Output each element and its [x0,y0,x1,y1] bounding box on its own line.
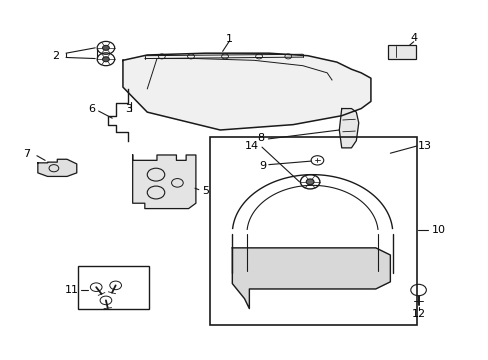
Polygon shape [122,53,370,130]
Polygon shape [232,248,389,309]
Text: 13: 13 [417,141,430,151]
Circle shape [102,45,109,50]
Text: 11: 11 [65,285,79,295]
Text: 14: 14 [244,141,259,151]
Text: 4: 4 [409,33,416,43]
Text: 3: 3 [124,104,132,113]
Text: 2: 2 [52,51,59,61]
Text: 1: 1 [225,34,232,44]
Polygon shape [38,159,77,176]
Polygon shape [132,155,196,208]
Bar [210,137,416,325]
Polygon shape [339,109,358,148]
Text: 10: 10 [431,225,445,235]
Text: 12: 12 [411,309,425,319]
Bar [387,45,415,59]
Circle shape [305,179,313,185]
Bar [78,266,148,309]
Text: 6: 6 [88,104,95,113]
Text: 9: 9 [259,161,266,171]
Text: 8: 8 [257,133,264,143]
Text: 7: 7 [23,149,30,159]
Text: 5: 5 [202,186,209,196]
Circle shape [102,57,109,62]
